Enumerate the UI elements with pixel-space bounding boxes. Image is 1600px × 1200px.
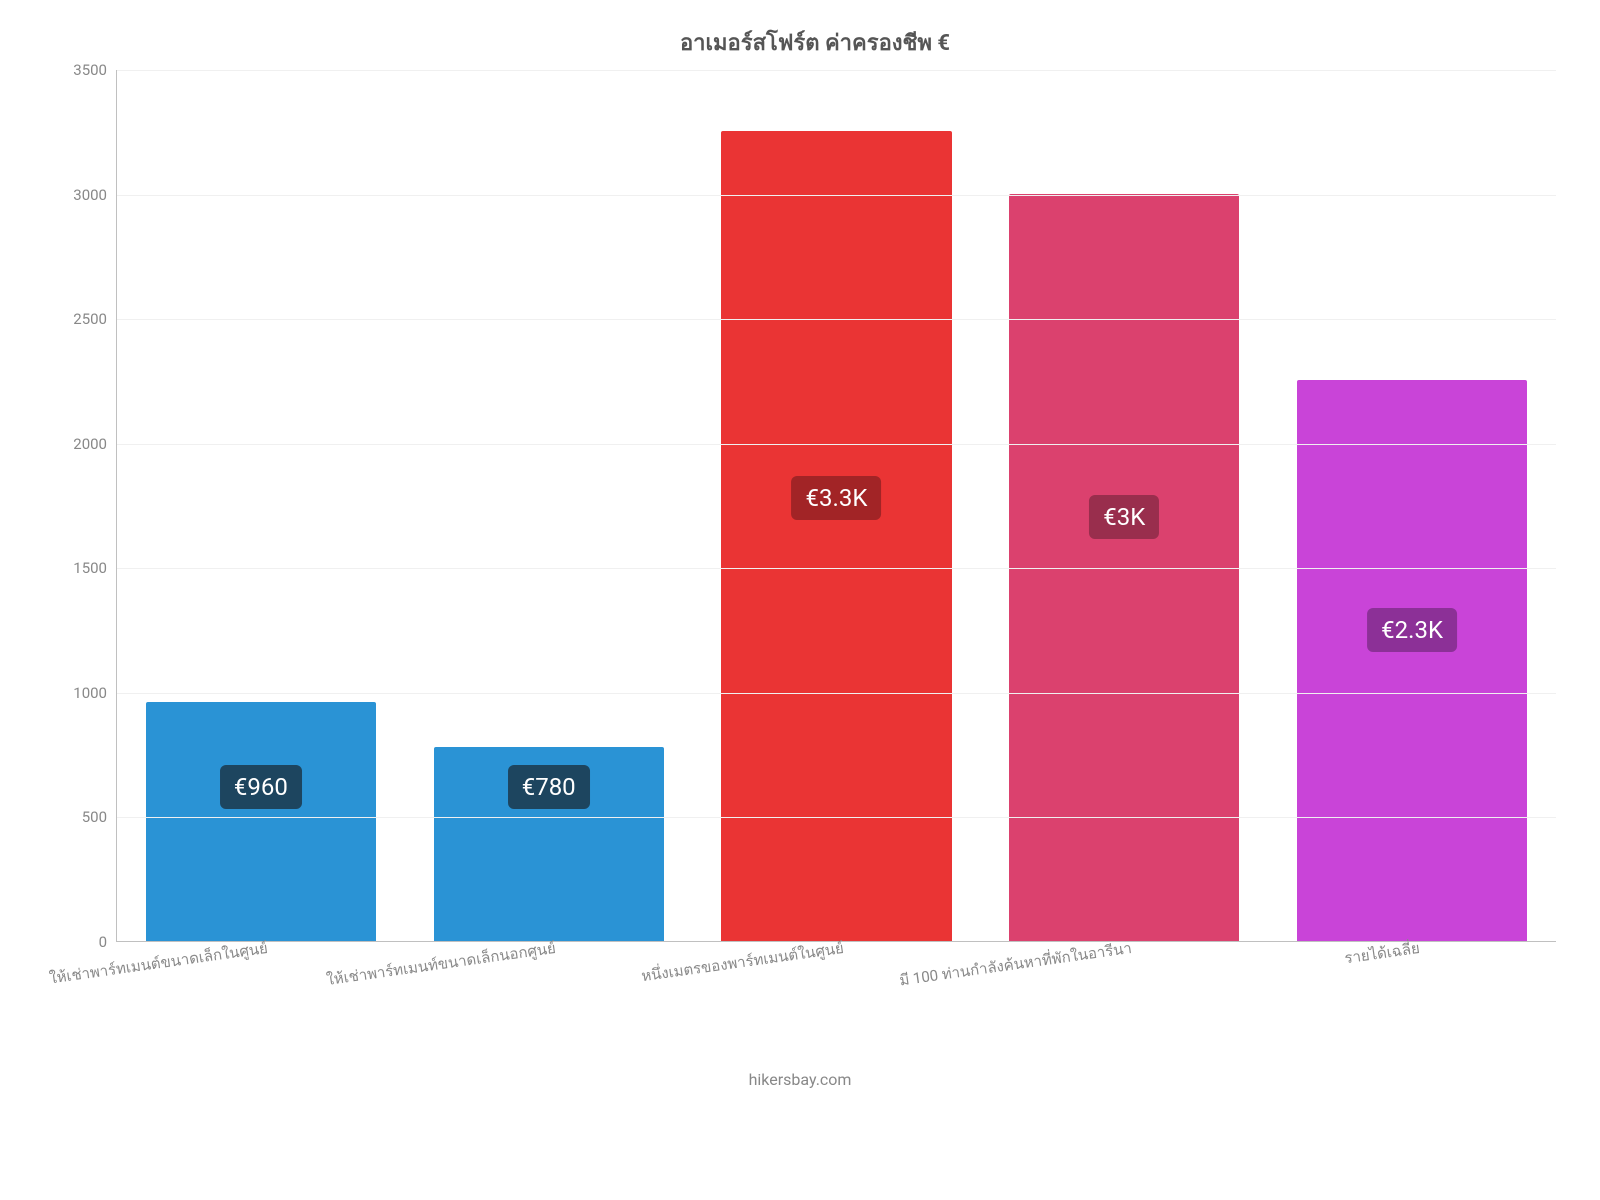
bar-badge-layer: €3.3K bbox=[693, 70, 981, 941]
bar-slot: €780 bbox=[405, 70, 693, 941]
bar-badge-layer: €2.3K bbox=[1268, 70, 1556, 941]
x-axis-category-label: ให้เช่าพาร์ทเมนท์ขนาดเล็กนอกศูนย์ bbox=[316, 936, 557, 993]
bar-badge-layer: €780 bbox=[405, 70, 693, 941]
grid-line bbox=[117, 70, 1556, 71]
grid-line bbox=[117, 568, 1556, 569]
bar-slot: €2.3K bbox=[1268, 70, 1556, 941]
x-axis-category-label: ให้เช่าพาร์ทเมนต์ขนาดเล็กในศูนย์ bbox=[28, 936, 269, 993]
bar-value-badge: €3.3K bbox=[792, 476, 882, 520]
bar-slot: €3.3K bbox=[693, 70, 981, 941]
y-tick-label: 3500 bbox=[73, 61, 117, 79]
grid-line bbox=[117, 444, 1556, 445]
y-tick-label: 500 bbox=[82, 808, 117, 826]
y-tick-label: 3000 bbox=[73, 186, 117, 204]
plot-area: €960€780€3.3K€3K€2.3K 050010001500200025… bbox=[116, 70, 1556, 942]
chart-container: อาเมอร์สโฟร์ต ค่าครองชีพ € €960 €780 €3.3K… bbox=[60, 20, 1570, 970]
bars-row: €960 €780 €3.3K €3K €2.3K bbox=[117, 70, 1556, 941]
bar-slot: €3K bbox=[980, 70, 1268, 941]
x-axis-category-label: รายได้เฉลี่ย bbox=[1180, 936, 1421, 993]
grid-line bbox=[117, 693, 1556, 694]
chart-title: อาเมอร์สโฟร์ต ค่าครองชีพ € bbox=[60, 20, 1570, 60]
y-tick-label: 2500 bbox=[73, 310, 117, 328]
x-axis-category-label: มี 100 ท่านกำลังค้นหาที่พักในอารีนา bbox=[892, 936, 1133, 993]
footer-credit: hikersbay.com bbox=[0, 1070, 1600, 1089]
grid-line bbox=[117, 817, 1556, 818]
grid-line bbox=[117, 195, 1556, 196]
bar-value-badge: €3K bbox=[1089, 495, 1159, 539]
bar-value-badge: €2.3K bbox=[1367, 608, 1457, 652]
bar-badge-layer: €3K bbox=[980, 70, 1268, 941]
y-tick-label: 2000 bbox=[73, 435, 117, 453]
grid-line bbox=[117, 319, 1556, 320]
y-tick-label: 1500 bbox=[73, 559, 117, 577]
bar-value-badge: €960 bbox=[220, 765, 302, 809]
x-axis-category-label: หนึ่งเมตรของพาร์ทเมนต์ในศูนย์ bbox=[604, 936, 845, 993]
bar-badge-layer: €960 bbox=[117, 70, 405, 941]
y-tick-label: 1000 bbox=[73, 684, 117, 702]
y-tick-label: 0 bbox=[99, 933, 117, 951]
bar-slot: €960 bbox=[117, 70, 405, 941]
bar-value-badge: €780 bbox=[508, 765, 590, 809]
